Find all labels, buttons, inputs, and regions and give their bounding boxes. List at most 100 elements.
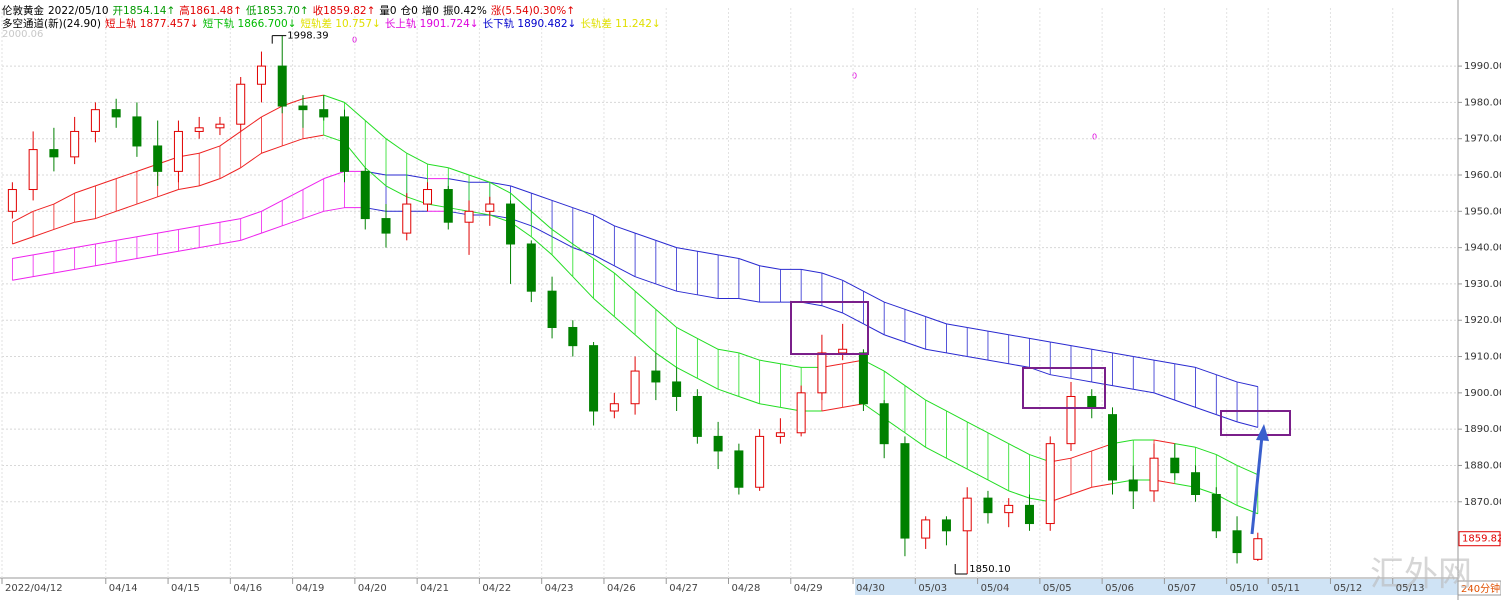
channel-edge <box>676 327 698 339</box>
channel-edge <box>676 247 698 252</box>
channel-edge <box>551 199 573 209</box>
x-tick-label: 04/23 <box>545 583 574 594</box>
channel-edge <box>53 268 75 274</box>
candle-body <box>194 127 204 132</box>
channel-edge <box>219 167 241 180</box>
channel-edge <box>884 301 906 310</box>
x-tick-label: 04/21 <box>420 583 449 594</box>
channel-edge <box>1070 450 1092 459</box>
channel-edge <box>1008 334 1030 339</box>
candle-body <box>1004 504 1014 514</box>
channel-edge <box>593 214 615 227</box>
watermark: 汇外网 <box>1370 555 1472 595</box>
candle-body <box>921 519 931 539</box>
candle-body <box>983 497 993 514</box>
signal-mark: 0 <box>852 72 857 81</box>
channel-edge <box>925 348 947 354</box>
channel-edge <box>967 356 989 361</box>
channel-edge <box>572 207 594 216</box>
channel-edge <box>1091 348 1113 354</box>
candle-body <box>734 450 744 488</box>
channel-edge <box>12 254 34 260</box>
channel-edge <box>531 225 553 238</box>
channel-edge <box>718 254 739 260</box>
x-tick-label: 04/14 <box>109 583 138 594</box>
candle-body <box>838 348 848 354</box>
channel-edge <box>904 341 926 350</box>
header-item: 涨(5.54)0.30%↑ <box>491 5 575 17</box>
channel-edge <box>1216 374 1238 383</box>
channel-edge <box>572 243 594 259</box>
channel-edge <box>759 403 781 408</box>
candle-body <box>879 403 889 445</box>
channel-edge <box>406 174 428 180</box>
channel-edge <box>427 163 449 169</box>
channel-edge <box>738 395 760 405</box>
channel-edge <box>634 290 657 310</box>
channel-edge <box>1112 352 1134 358</box>
channel-edge <box>759 359 781 365</box>
channel-edge <box>1195 366 1217 376</box>
channel-edge <box>282 138 304 147</box>
header-item: 长上轨 1901.724↓ <box>385 17 479 30</box>
channel-edge <box>219 218 241 223</box>
header-item: 短轨差 10.757↓ <box>300 17 380 30</box>
candle-body <box>900 443 910 539</box>
highlight-box <box>790 301 869 355</box>
period-box <box>1457 580 1501 596</box>
candle-body <box>1087 395 1097 408</box>
header-item: 仓0 <box>401 4 418 17</box>
channel-edge <box>385 138 408 154</box>
channel-edge <box>240 152 262 169</box>
channel-edge <box>53 221 75 230</box>
channel-edge <box>697 337 719 350</box>
channel-edge <box>946 410 968 423</box>
channel-edge <box>448 167 470 176</box>
channel-edge <box>1091 381 1113 387</box>
candle-body <box>609 403 619 412</box>
channel-edge <box>12 236 34 245</box>
channel-edge <box>697 377 719 390</box>
candle-body <box>7 189 17 212</box>
candle-body <box>111 109 121 118</box>
channel-edge <box>718 348 739 354</box>
candle-body <box>443 189 453 223</box>
channel-edge <box>863 290 885 303</box>
x-tick-label: 05/06 <box>1105 583 1134 594</box>
candle-body <box>1253 538 1263 560</box>
arrow-head <box>1256 424 1269 441</box>
channel-edge <box>74 243 96 249</box>
channel-edge <box>406 152 428 165</box>
channel-edge <box>199 145 221 154</box>
channel-edge <box>136 232 158 238</box>
channel-edge <box>904 308 926 318</box>
candle-body <box>1170 457 1180 474</box>
channel-edge <box>1029 337 1051 343</box>
candle-body <box>423 189 433 205</box>
candle-body <box>49 149 59 158</box>
channel-edge <box>261 199 283 212</box>
candle-body <box>485 203 495 212</box>
x-tick-label: 05/13 <box>1396 583 1425 594</box>
header-item: 短上轨 1877.457↓ <box>105 17 199 30</box>
y-tick-label: 1920.00 <box>1464 315 1501 326</box>
x-tick-label: 04/19 <box>296 583 325 594</box>
channel-edge <box>1174 399 1196 408</box>
channel-edge <box>468 174 490 183</box>
candle-body <box>236 83 246 125</box>
channel-edge <box>634 334 657 354</box>
header-item: 收1859.82↑ <box>313 4 376 17</box>
channel-edge <box>178 185 200 191</box>
highlight-box <box>1220 410 1291 436</box>
candle-body <box>70 130 80 158</box>
channel-edge <box>821 406 843 412</box>
channel-edge <box>759 265 781 270</box>
channel-edge <box>12 276 34 281</box>
candle-body <box>28 149 38 191</box>
last-price-label: 1859.82 <box>1462 534 1501 545</box>
channel-edge <box>240 210 262 220</box>
candle-body <box>402 203 412 234</box>
channel-edge <box>801 268 822 274</box>
